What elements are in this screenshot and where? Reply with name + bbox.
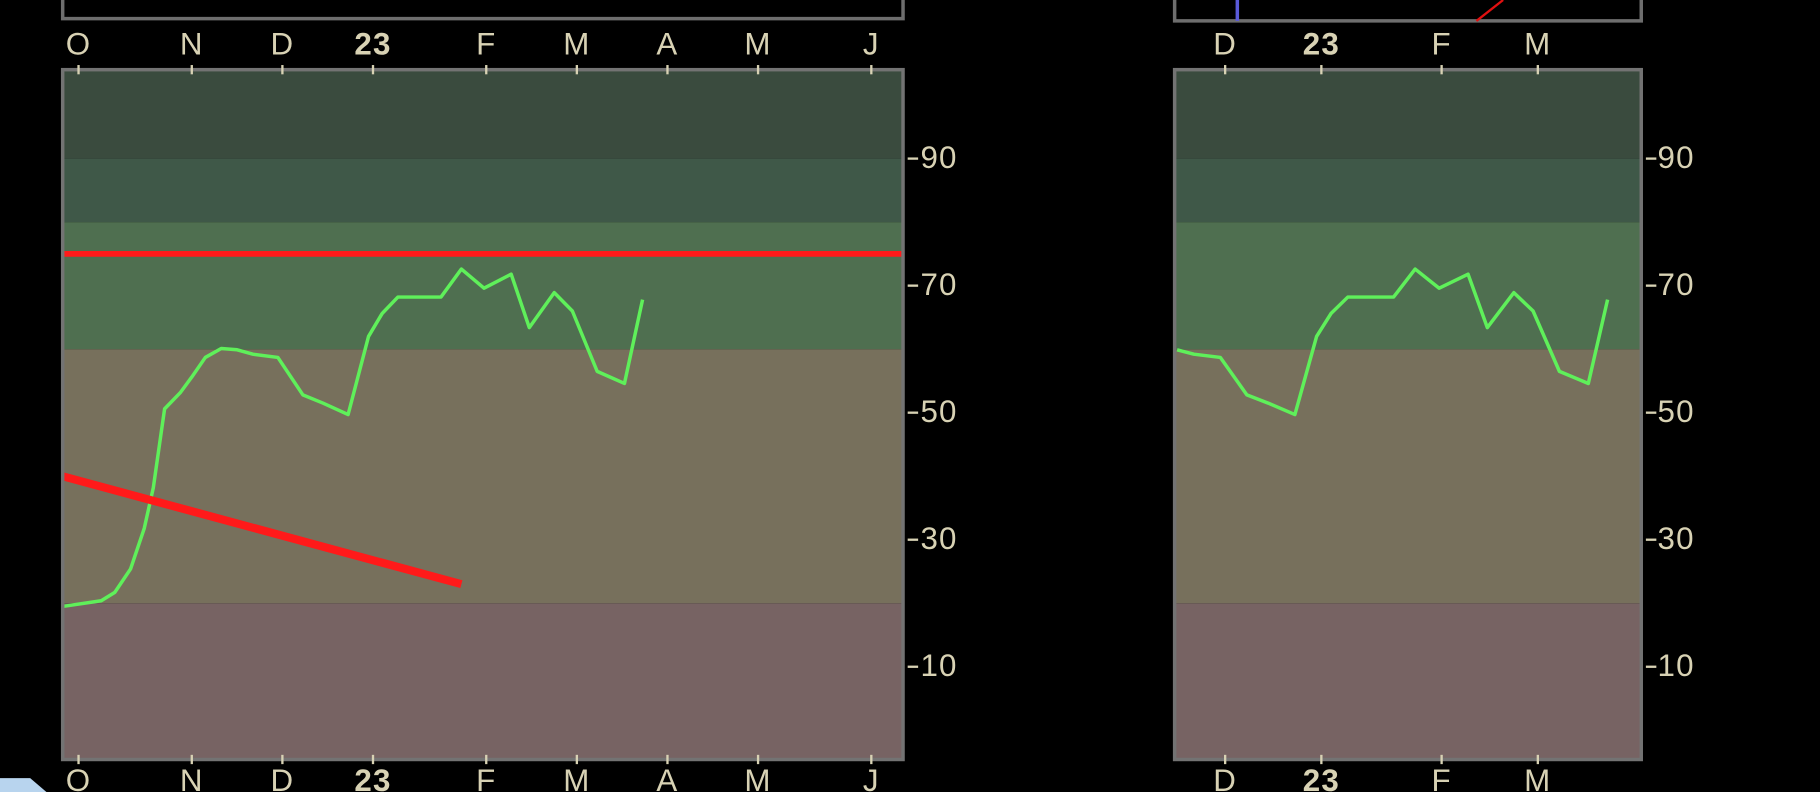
x-tick-label: M — [744, 27, 771, 62]
x-tick-label: O — [66, 27, 92, 62]
data-line — [62, 472, 463, 589]
y-tick-label: 10 — [1658, 648, 1695, 683]
y-tick-label: 90 — [1658, 140, 1695, 175]
x-tick-label: A — [656, 763, 678, 792]
y-tick-label: 50 — [1658, 394, 1695, 429]
band — [62, 158, 904, 223]
x-tick-label: M — [563, 763, 590, 792]
band — [1174, 69, 1642, 159]
x-tick-label: 23 — [354, 27, 391, 62]
y-tick-label: 90 — [920, 140, 957, 175]
y-tick-label: 70 — [920, 267, 957, 302]
data-line — [62, 267, 645, 609]
y-tick-label: 50 — [920, 394, 957, 429]
x-tick-label: D — [270, 763, 294, 792]
y-tick-label: 10 — [920, 648, 957, 683]
x-tick-label: O — [66, 763, 92, 792]
band — [1174, 349, 1642, 604]
x-tick-label: D — [270, 27, 294, 62]
corner-arrow — [0, 778, 47, 792]
band — [62, 603, 904, 760]
band — [1174, 603, 1642, 760]
x-tick-label: M — [563, 27, 590, 62]
x-tick-label: D — [1213, 763, 1237, 792]
y-tick-label: 70 — [1658, 267, 1695, 302]
x-tick-label: 23 — [1303, 27, 1340, 62]
band — [62, 349, 904, 604]
upper-panel-edge — [60, 0, 905, 21]
x-tick-label: 23 — [354, 763, 391, 792]
y-tick-label: 30 — [1658, 521, 1695, 556]
x-tick-label: 23 — [1303, 763, 1340, 792]
upper-panel-edge — [1172, 0, 1643, 23]
x-tick-label: J — [863, 763, 880, 792]
y-tick-label: 30 — [920, 521, 957, 556]
x-tick-label: A — [656, 27, 678, 62]
x-tick-label: M — [1524, 27, 1551, 62]
plot-frame — [60, 67, 905, 762]
x-tick-label: F — [476, 27, 496, 62]
x-tick-label: J — [863, 27, 880, 62]
x-tick-label: N — [180, 27, 204, 62]
band — [1174, 222, 1642, 350]
x-tick-label: F — [476, 763, 496, 792]
x-tick-label: M — [1524, 763, 1551, 792]
upper-panel-line — [1475, 0, 1504, 22]
x-tick-label: F — [1431, 763, 1451, 792]
plot-frame — [1172, 67, 1643, 762]
data-line — [1176, 267, 1610, 417]
band — [62, 69, 904, 159]
band — [1174, 158, 1642, 223]
x-tick-label: M — [744, 763, 771, 792]
x-tick-label: F — [1431, 27, 1451, 62]
x-tick-label: D — [1213, 27, 1237, 62]
x-tick-label: N — [180, 763, 204, 792]
